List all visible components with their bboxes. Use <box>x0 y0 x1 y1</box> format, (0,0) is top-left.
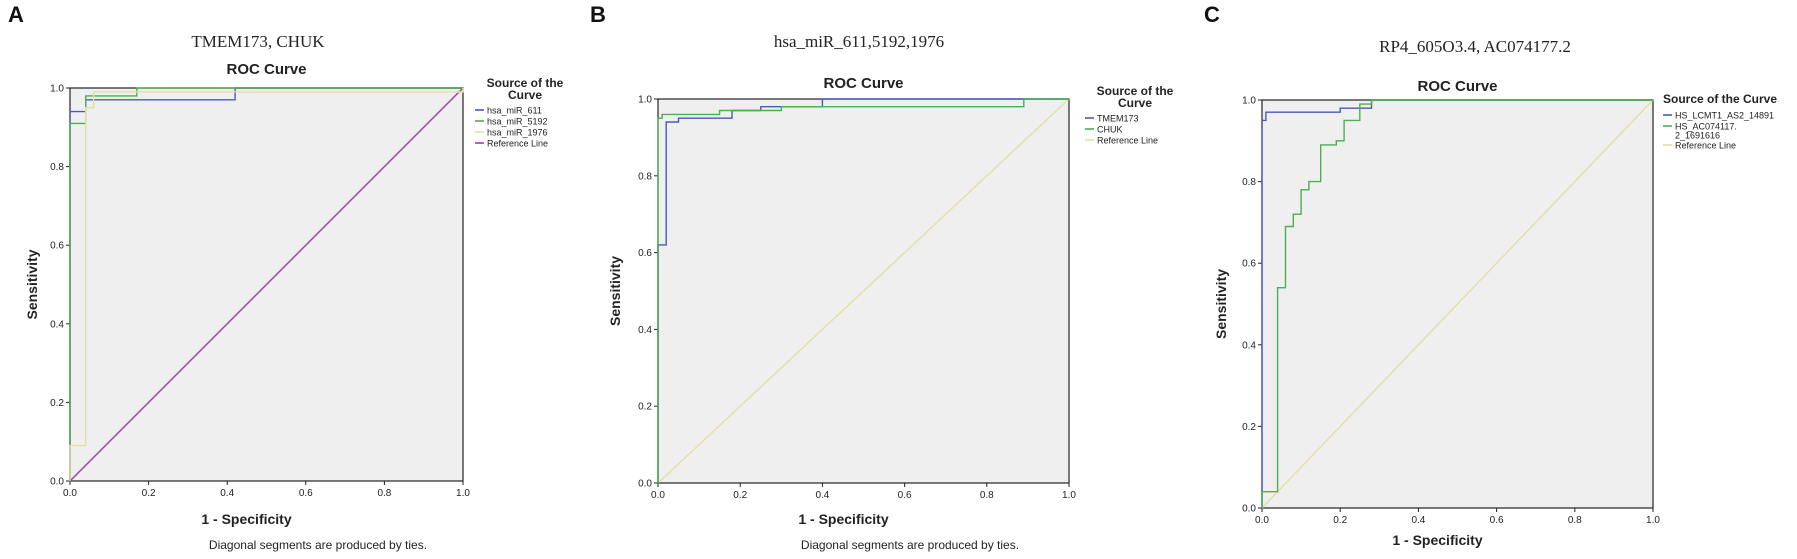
legend-item-label: HS_LCMT1_AS2_14891 <box>1675 111 1774 121</box>
series-line-hsa-mir-5192 <box>69 87 463 481</box>
x-tick-label: 1.0 <box>1062 490 1076 501</box>
y-tick-label: 1.0 <box>50 84 64 95</box>
y-tick-label: 0.2 <box>50 398 64 409</box>
legend-item-label: hsa_miR_611 <box>487 106 542 116</box>
y-tick-label: 1.0 <box>638 95 652 106</box>
y-tick-label: 0.4 <box>638 325 652 336</box>
legend-title: Source of the Curve <box>1663 92 1777 106</box>
legend-title-line: Curve <box>508 88 542 102</box>
series-line-reference-line <box>657 98 1070 484</box>
y-tick-label: 0.6 <box>1242 259 1256 270</box>
chart-suptitle: RP4_605O3.4, AC074177.2 <box>1379 37 1571 56</box>
chart-title: ROC Curve <box>1417 78 1497 95</box>
legend-item-label: Reference Line <box>1675 141 1736 151</box>
y-tick-label: 0.2 <box>1242 422 1256 433</box>
x-tick-label: 0.2 <box>142 488 156 499</box>
y-tick-label: 0.6 <box>638 248 652 259</box>
x-axis-label: 1 - Specificity <box>1392 532 1482 548</box>
y-axis-label: Sensitivity <box>24 249 40 319</box>
x-axis-label: 1 - Specificity <box>798 511 888 527</box>
series-line-hs-ac074117-2-1691616 <box>1261 99 1653 508</box>
legend-item-label: HS_AC074117. 2_1691616 <box>1675 122 1737 141</box>
series-line-chuk <box>657 98 1069 483</box>
legend-title: Source of the Curve <box>1097 84 1174 110</box>
legend-item-label: TMEM173 <box>1097 114 1139 124</box>
x-tick-label: 0.0 <box>651 490 665 501</box>
y-tick-label: 0.8 <box>50 162 64 173</box>
x-tick-label: 0.4 <box>220 488 234 499</box>
footnote: Diagonal segments are produced by ties. <box>209 538 427 552</box>
x-tick-label: 0.0 <box>1255 515 1269 526</box>
legend-item-label: Reference Line <box>1097 136 1158 146</box>
chart-panel-c: C RP4_605O3.4, AC074177.2 ROC Curve 0.0 0.2 0… <box>1204 2 1777 548</box>
y-tick-label: 0.0 <box>1242 504 1256 515</box>
series-line-hsa-mir-1976 <box>69 88 464 481</box>
series-line-reference-line <box>69 87 464 482</box>
y-tick-label: 0.2 <box>638 402 652 413</box>
chart-panel-a: A TMEM173, CHUK ROC Curve 0.0 0.2 0.4 0.6 0.8 1.… <box>8 2 564 552</box>
chart-title: ROC Curve <box>226 61 306 78</box>
y-tick-label: 0.0 <box>50 477 64 488</box>
chart-suptitle: TMEM173, CHUK <box>191 32 325 51</box>
legend-item-label: hsa_miR_1976 <box>487 128 548 138</box>
legend-item-label: hsa_miR_5192 <box>487 117 548 127</box>
y-axis-label: Sensitivity <box>607 256 623 326</box>
x-tick-label: 0.8 <box>980 490 994 501</box>
legend: Source of the Curve hsa_miR_611hsa_miR_519… <box>475 76 564 149</box>
y-tick-label: 1.0 <box>1242 96 1256 107</box>
y-tick-label: 0.6 <box>50 241 64 252</box>
x-tick-label: 0.2 <box>733 490 747 501</box>
x-tick-label: 0.8 <box>1568 515 1582 526</box>
x-tick-label: 0.4 <box>1411 515 1425 526</box>
panel-label: A <box>8 2 24 27</box>
legend-title-line: Curve <box>1118 96 1152 110</box>
legend-title: Source of the Curve <box>487 76 564 102</box>
x-tick-label: 0.6 <box>898 490 912 501</box>
x-tick-label: 0.6 <box>1490 515 1504 526</box>
y-tick-label: 0.4 <box>50 319 64 330</box>
legend: Source of the Curve HS_LCMT1_AS2_14891HS_… <box>1663 92 1777 151</box>
x-tick-label: 0.6 <box>299 488 313 499</box>
x-tick-label: 1.0 <box>1646 515 1660 526</box>
y-tick-label: 0.0 <box>638 479 652 490</box>
x-axis-label: 1 - Specificity <box>201 511 291 527</box>
y-tick-label: 0.4 <box>1242 340 1256 351</box>
chart-title: ROC Curve <box>823 75 903 92</box>
legend-title-line: Source of the <box>487 76 564 90</box>
panel-label: C <box>1204 2 1220 27</box>
chart-suptitle: hsa_miR_611,5192,1976 <box>774 32 944 51</box>
legend-title-line: Source of the <box>1097 84 1174 98</box>
x-tick-label: 0.0 <box>63 488 77 499</box>
y-tick-label: 0.8 <box>1242 177 1256 188</box>
x-tick-label: 0.8 <box>377 488 391 499</box>
legend-item-line: 2_1691616 <box>1675 131 1720 141</box>
panel-label: B <box>590 2 606 27</box>
legend-item-line: HS_AC074117. <box>1675 122 1737 132</box>
x-tick-label: 0.2 <box>1333 515 1347 526</box>
x-tick-label: 0.4 <box>815 490 829 501</box>
footnote: Diagonal segments are produced by ties. <box>801 538 1019 552</box>
y-tick-label: 0.8 <box>638 171 652 182</box>
x-tick-label: 1.0 <box>456 488 470 499</box>
legend-item-label: Reference Line <box>487 139 548 149</box>
series-line-reference-line <box>1261 99 1654 509</box>
y-axis-label: Sensitivity <box>1213 269 1229 339</box>
legend-item-label: CHUK <box>1097 125 1123 135</box>
